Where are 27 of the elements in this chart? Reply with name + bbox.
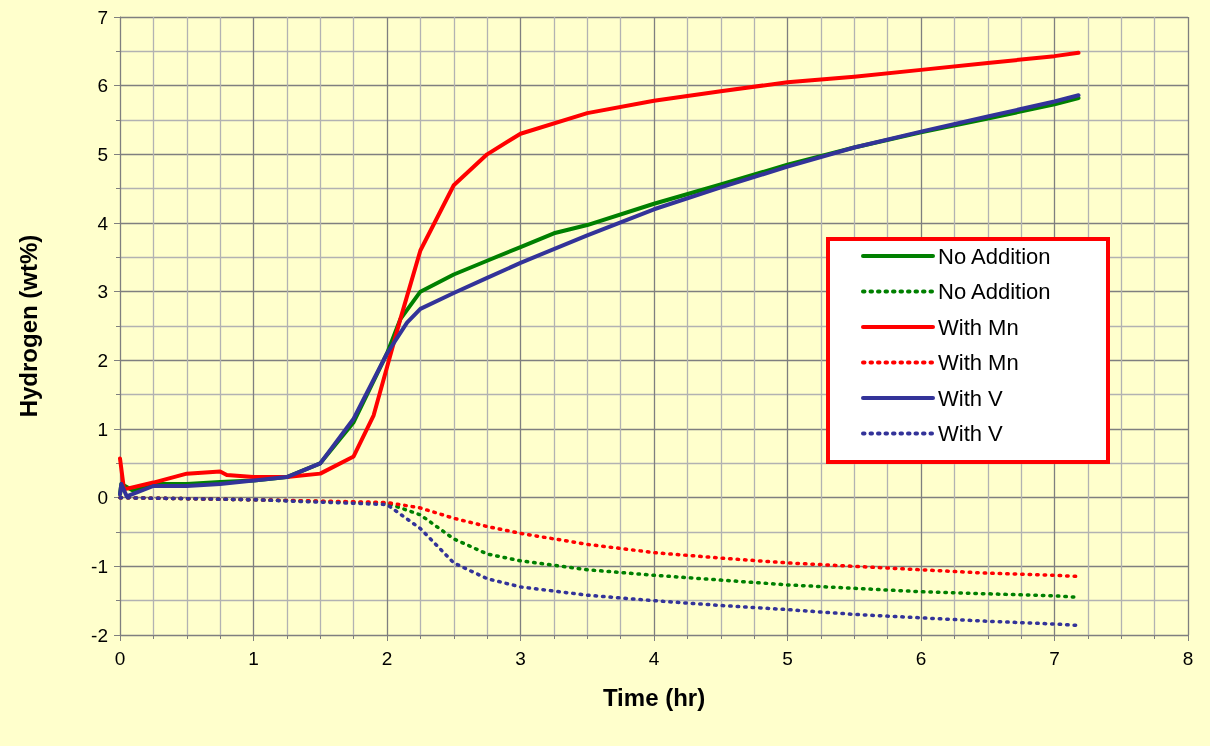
x-tick-label: 0 bbox=[114, 648, 126, 669]
x-tick-label: 7 bbox=[1049, 648, 1060, 669]
y-tick-label: 2 bbox=[97, 349, 108, 371]
y-tick-label: -2 bbox=[91, 624, 108, 646]
y-tick-label: 0 bbox=[97, 487, 108, 509]
legend-label: With V bbox=[938, 385, 1004, 411]
x-tick-label: 4 bbox=[648, 648, 660, 669]
y-tick-label: 7 bbox=[97, 6, 108, 28]
y-tick-label: 3 bbox=[97, 281, 108, 303]
legend-label: With V bbox=[938, 421, 1004, 446]
x-tick-label: 1 bbox=[248, 648, 259, 669]
legend-label: No Addition bbox=[938, 243, 1051, 269]
x-tick-label: 8 bbox=[1182, 648, 1194, 669]
legend-label: With Mn bbox=[938, 350, 1019, 375]
y-tick-label: 5 bbox=[97, 143, 108, 165]
x-tick-label: 6 bbox=[915, 648, 927, 669]
x-tick-label: 5 bbox=[782, 648, 793, 669]
x-tick-label: 2 bbox=[381, 648, 393, 669]
y-tick-label: 6 bbox=[97, 75, 108, 97]
legend-label: With Mn bbox=[938, 314, 1019, 340]
y-tick-label: 1 bbox=[97, 418, 108, 440]
legend-label: No Addition bbox=[938, 279, 1051, 304]
y-tick-label: 4 bbox=[97, 212, 109, 234]
y-axis-title: Hydrogen (wt%) bbox=[14, 234, 42, 418]
x-tick-label: 3 bbox=[515, 648, 526, 669]
y-tick-label: -1 bbox=[91, 555, 108, 577]
x-axis-title: Time (hr) bbox=[602, 683, 706, 711]
